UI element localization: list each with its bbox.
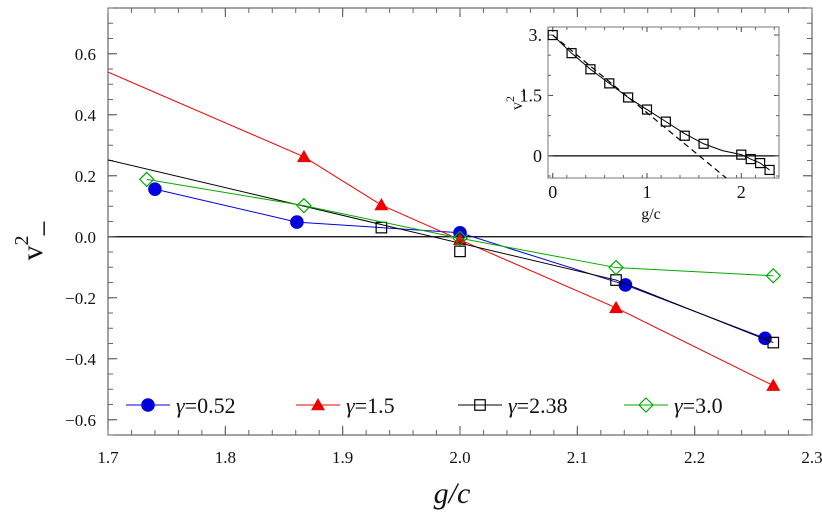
inset-axis-ticks: 0 1 2 0 1.5 3.	[520, 25, 779, 202]
series-0-52	[148, 182, 772, 346]
inset-data-point	[755, 158, 766, 169]
y-axis-label-sub: −	[28, 220, 61, 237]
inset-data-point	[698, 138, 709, 149]
y-axis-label-base: v	[16, 246, 49, 261]
data-point	[608, 259, 624, 276]
inset-x-tick-label: 0	[548, 182, 557, 202]
legend-item-3-0: γ=3.0	[624, 393, 723, 418]
data-point	[296, 197, 312, 214]
data-point	[138, 171, 155, 188]
x-tick-label: 1.7	[97, 448, 119, 467]
inset-x-axis-label: g/c	[641, 206, 661, 223]
inset-y-tick-label: 1.5	[520, 85, 543, 105]
x-axis-label: g/c	[434, 477, 471, 510]
series-line-2-38	[107, 159, 774, 344]
inset-series-line-series-0	[552, 34, 770, 171]
series-3-0	[138, 171, 782, 284]
series-line-0-52	[154, 188, 766, 339]
inset-y-axis-label: v2 −	[503, 88, 533, 110]
inset-y-tick-label: 0	[533, 146, 542, 166]
legend-item-2-38: γ=2.38	[458, 393, 568, 418]
data-point	[374, 198, 389, 211]
y-tick-label: 0.0	[75, 228, 96, 247]
inset-frame	[547, 26, 780, 179]
x-tick-label: 2.2	[684, 448, 705, 467]
legend-marker	[141, 398, 155, 412]
legend-item-0-52: γ=0.52	[126, 393, 236, 418]
data-point	[609, 300, 624, 314]
inset-x-tick-label: 1	[643, 182, 652, 202]
inset-data-point	[585, 64, 596, 75]
legend-label: γ=2.38	[508, 393, 568, 418]
data-point	[148, 182, 162, 196]
series-line-3-0	[146, 178, 774, 277]
legend-label: γ=3.0	[674, 393, 723, 418]
data-point	[454, 245, 466, 258]
svg-text:v2: v2	[503, 96, 526, 110]
data-point	[452, 230, 468, 247]
data-point	[290, 215, 304, 229]
data-point	[766, 378, 781, 391]
inset-data-point	[623, 92, 634, 103]
inset-dashed-fit-line	[552, 34, 727, 179]
y-tick-label: 0.2	[75, 167, 96, 186]
legend-marker	[474, 399, 486, 411]
x-tick-label: 2.1	[567, 448, 588, 467]
legend-item-1-5: γ=1.5	[296, 393, 395, 418]
x-tick-label: 1.8	[215, 448, 236, 467]
inset-y-tick-label: 3.	[529, 25, 543, 45]
legend: γ=0.52 γ=1.5 γ=2.38 γ=3.0	[126, 393, 723, 418]
data-point	[758, 331, 772, 346]
inset-data-point	[604, 78, 615, 89]
data-point	[296, 149, 311, 163]
legend-marker	[311, 398, 325, 411]
data-point	[765, 267, 782, 284]
y-tick-label: 0.4	[75, 106, 97, 125]
legend-label: γ=0.52	[176, 393, 236, 418]
inset-y-axis-label-sup: 2	[503, 96, 517, 102]
x-tick-label: 2.3	[801, 448, 822, 467]
inset-data-point	[566, 48, 577, 59]
inset-data-point	[764, 164, 775, 176]
series-2-38	[107, 159, 780, 349]
legend-marker	[638, 397, 654, 413]
inset-chart: 0 1 201.53. g/c v2 −	[503, 25, 780, 223]
x-tick-label: 2.0	[449, 448, 470, 467]
axis-ticks: 1.7 1.8 1.9 2.0 2.1 2.2 2.3−0.6−0.4−0.20.00.20…	[65, 7, 822, 467]
series-line-1-5	[107, 71, 774, 387]
y-tick-label: 0.6	[75, 45, 96, 64]
inset-data-point	[660, 116, 671, 127]
inset-series-series-0	[547, 29, 775, 179]
data-point	[375, 221, 388, 234]
data-series	[107, 71, 782, 391]
y-tick-label: −0.4	[65, 350, 96, 369]
y-tick-label: −0.6	[65, 411, 96, 430]
data-point	[767, 336, 780, 349]
inset-data-point	[641, 104, 653, 115]
x-tick-label: 1.9	[332, 448, 353, 467]
inset-data-series	[547, 29, 775, 179]
inset-data-point	[547, 29, 558, 41]
inset-y-axis-label-base: v	[509, 102, 526, 110]
y-axis-label-sup: 2	[11, 236, 33, 246]
inset-data-point	[679, 130, 690, 141]
legend-label: γ=1.5	[346, 393, 395, 418]
series-1-5	[107, 71, 781, 391]
y-axis-label: v2 −	[11, 220, 61, 260]
y-tick-label: −0.2	[65, 289, 96, 308]
inset-x-tick-label: 2	[737, 182, 746, 202]
svg-text:v2: v2	[11, 236, 49, 261]
inset-y-axis-label-sub: −	[516, 88, 533, 97]
